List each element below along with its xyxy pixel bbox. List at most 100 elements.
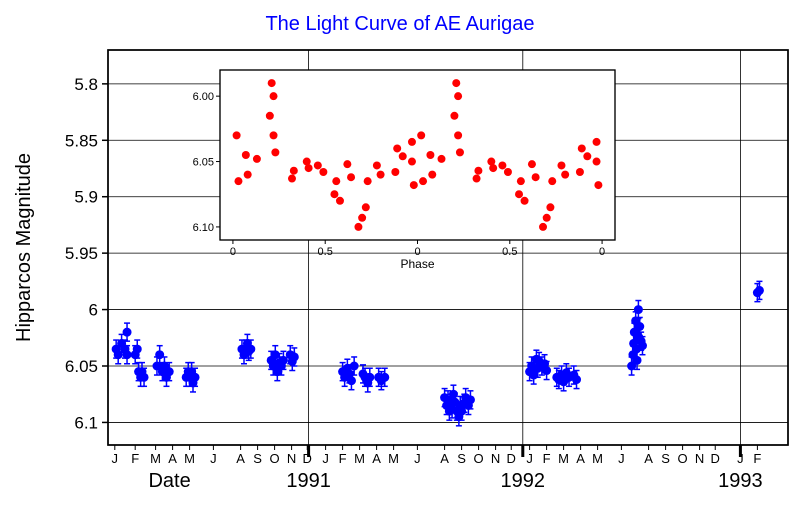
data-point-inset — [373, 161, 381, 169]
data-point-main — [350, 362, 359, 371]
data-point-inset — [347, 173, 355, 181]
x-tick-month-label: N — [287, 451, 296, 466]
data-point-inset — [539, 223, 547, 231]
data-point-main — [466, 395, 475, 404]
data-point-inset — [253, 155, 261, 163]
x-tick-month-label: S — [253, 451, 262, 466]
data-point-inset — [266, 112, 274, 120]
data-point-inset — [410, 181, 418, 189]
data-point-inset — [399, 152, 407, 160]
data-point-inset — [290, 167, 298, 175]
x-tick-month-label: N — [695, 451, 704, 466]
data-point-inset — [408, 158, 416, 166]
x-year-label: 1993 — [718, 470, 763, 492]
data-point-inset — [456, 148, 464, 156]
data-point-inset — [270, 131, 278, 139]
x-tick-month-label: F — [339, 451, 347, 466]
data-point-inset — [242, 151, 250, 159]
data-point-inset — [504, 168, 512, 176]
x-tick-month-label: J — [526, 451, 533, 466]
data-point-inset — [515, 190, 523, 198]
data-point-inset — [332, 177, 340, 185]
x-tick-month-label: M — [150, 451, 161, 466]
data-point-inset — [364, 177, 372, 185]
data-point-inset — [546, 203, 554, 211]
x-tick-month-label: M — [558, 451, 569, 466]
data-point-inset — [578, 144, 586, 152]
data-point-inset — [271, 148, 279, 156]
data-point-inset — [474, 167, 482, 175]
data-point-main — [123, 350, 132, 359]
data-point-inset — [437, 155, 445, 163]
data-point-inset — [343, 160, 351, 168]
data-point-inset — [593, 158, 601, 166]
data-point-inset — [268, 79, 276, 87]
data-point-main — [572, 375, 581, 384]
x-tick-month-label: F — [131, 451, 139, 466]
data-point-main — [755, 286, 764, 295]
chart-svg: The Light Curve of AE Aurigae5.85.855.95… — [0, 0, 800, 520]
data-point-inset — [319, 168, 327, 176]
data-point-inset — [594, 181, 602, 189]
y-tick-label: 5.95 — [65, 244, 98, 263]
data-point-main — [633, 356, 642, 365]
x-tick-month-label: A — [168, 451, 177, 466]
inset-x-tick-label: 0.5 — [318, 246, 333, 258]
data-point-inset — [233, 131, 241, 139]
data-point-inset — [426, 151, 434, 159]
y-tick-label: 5.85 — [65, 131, 98, 150]
data-point-inset — [270, 92, 278, 100]
data-point-inset — [593, 138, 601, 146]
y-axis-label: Hipparcos Magnitude — [13, 153, 35, 342]
data-point-inset — [521, 197, 529, 205]
data-point-inset — [377, 171, 385, 179]
data-point-main — [246, 345, 255, 354]
data-point-main — [635, 322, 644, 331]
data-point-inset — [354, 223, 362, 231]
inset-x-tick-label: 0 — [230, 246, 236, 258]
x-tick-month-label: J — [618, 451, 625, 466]
inset-x-label: Phase — [400, 257, 434, 271]
x-tick-month-label: M — [354, 451, 365, 466]
data-point-main — [542, 366, 551, 375]
data-point-inset — [244, 171, 252, 179]
x-tick-month-label: D — [711, 451, 720, 466]
inset-y-tick-label: 6.00 — [193, 91, 214, 103]
data-point-main — [347, 376, 356, 385]
data-point-inset — [576, 168, 584, 176]
x-tick-month-label: A — [644, 451, 653, 466]
data-point-inset — [454, 92, 462, 100]
data-point-main — [449, 390, 458, 399]
y-tick-label: 6.1 — [74, 413, 98, 432]
data-point-inset — [561, 171, 569, 179]
data-point-inset — [498, 161, 506, 169]
x-tick-month-label: F — [543, 451, 551, 466]
y-tick-label: 5.9 — [74, 188, 98, 207]
data-point-inset — [428, 171, 436, 179]
chart-title: The Light Curve of AE Aurigae — [265, 13, 534, 35]
x-tick-month-label: D — [507, 451, 516, 466]
data-point-inset — [557, 161, 565, 169]
data-point-main — [638, 341, 647, 350]
data-point-main — [165, 367, 174, 376]
data-point-inset — [408, 138, 416, 146]
data-point-inset — [391, 168, 399, 176]
inset-plot-area — [220, 70, 615, 240]
x-year-label: 1992 — [501, 470, 546, 492]
x-tick-month-label: J — [322, 451, 329, 466]
data-point-inset — [454, 131, 462, 139]
data-point-inset — [450, 112, 458, 120]
data-point-inset — [543, 214, 551, 222]
data-point-inset — [532, 173, 540, 181]
x-tick-month-label: M — [592, 451, 603, 466]
x-tick-month-label: A — [236, 451, 245, 466]
x-tick-month-label: A — [372, 451, 381, 466]
inset-y-tick-label: 6.05 — [193, 157, 214, 169]
data-point-inset — [548, 177, 556, 185]
data-point-inset — [305, 164, 313, 172]
data-point-inset — [336, 197, 344, 205]
data-point-inset — [528, 160, 536, 168]
data-point-main — [271, 350, 280, 359]
x-tick-month-label: J — [414, 451, 421, 466]
data-point-main — [380, 373, 389, 382]
